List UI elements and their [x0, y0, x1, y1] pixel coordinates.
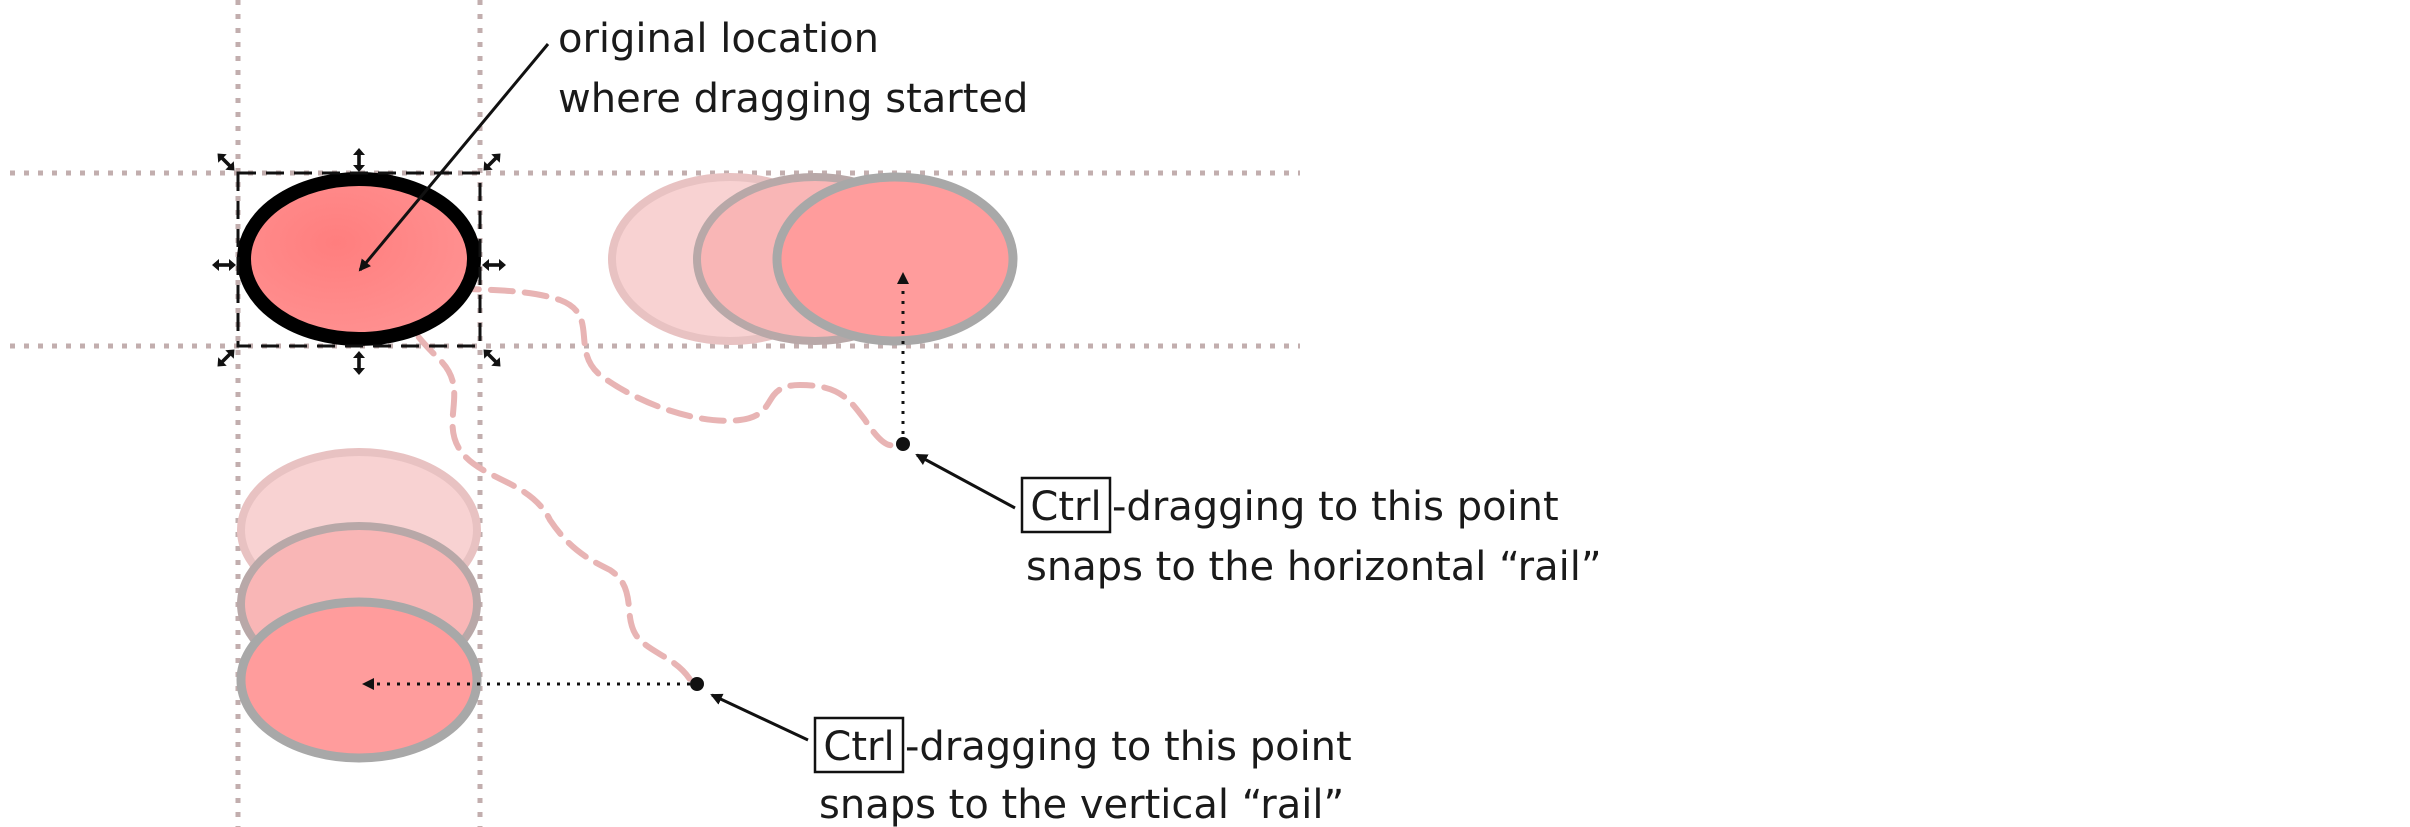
vertical-note-arrow: [710, 693, 809, 742]
ghost-ellipse-final: [772, 172, 1018, 346]
guide-lines: [10, 0, 1300, 827]
horizontal-note-arrow: [915, 453, 1016, 510]
resize-arrow-icon: [483, 153, 501, 171]
vertical-rail-annotation: Ctrl -dragging to this point snaps to th…: [813, 716, 1352, 827]
resize-arrow-icon: [212, 259, 236, 271]
horizontal-rail-annotation: Ctrl -dragging to this point snaps to th…: [1020, 476, 1602, 590]
ctrl-key-box: [813, 716, 905, 774]
origin-arrow: [358, 43, 550, 272]
ctrl-key-box: [1020, 476, 1112, 534]
annotation-arrows: [358, 43, 1016, 742]
snap-connectors: [362, 272, 909, 690]
drag-path-vertical: [393, 272, 695, 686]
resize-arrow-icon: [217, 349, 235, 367]
original-ellipse: [237, 172, 481, 346]
selection-handles: [212, 148, 506, 375]
drag-path-horizontal: [355, 265, 901, 449]
drag-handle-dot-icon: [690, 677, 704, 691]
drag-paths: [355, 265, 901, 686]
horizontal-ghost-ellipses: [608, 172, 1018, 346]
origin-annotation: original location where dragging started: [558, 16, 1028, 122]
vertical-ghost-ellipses: [236, 448, 482, 763]
original-object: [236, 171, 482, 348]
vertical-label-line1: -dragging to this point: [905, 724, 1352, 770]
ctrl-key-label: Ctrl: [823, 724, 894, 770]
resize-arrow-icon: [353, 148, 365, 172]
selection-box: [236, 171, 482, 348]
drag-handle-dot-icon: [896, 437, 910, 451]
ctrl-key-label: Ctrl: [1030, 484, 1101, 530]
resize-arrow-icon: [217, 153, 235, 171]
origin-label-line1: original location: [558, 16, 879, 62]
horizontal-label-line1: -dragging to this point: [1112, 484, 1559, 530]
horizontal-label-line2: snaps to the horizontal “rail”: [1026, 544, 1602, 590]
ghost-ellipse-final: [236, 597, 482, 763]
resize-arrow-icon: [483, 349, 501, 367]
vertical-label-line2: snaps to the vertical “rail”: [819, 782, 1344, 827]
resize-arrow-icon: [482, 259, 506, 271]
resize-arrow-icon: [353, 351, 365, 375]
origin-label-line2: where dragging started: [558, 76, 1028, 122]
